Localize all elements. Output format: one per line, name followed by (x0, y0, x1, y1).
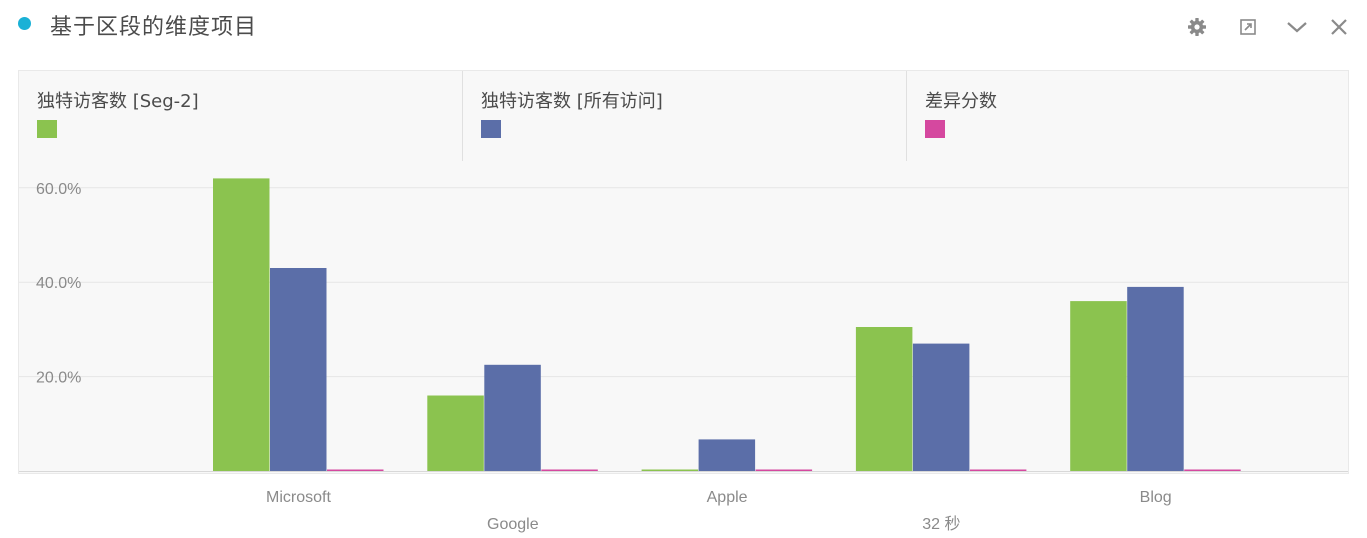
legend-divider (462, 71, 463, 161)
y-tick-label: 60.0% (36, 181, 81, 198)
bar[interactable] (213, 178, 270, 471)
panel-title: 基于区段的维度项目 (50, 15, 258, 40)
legend-swatch (37, 120, 57, 138)
bar[interactable] (969, 469, 1027, 472)
bar[interactable] (484, 364, 541, 471)
chart-legend: 独特访客数 [Seg-2] 独特访客数 [所有访问] 差异分数 (19, 71, 1348, 161)
legend-swatch (481, 120, 501, 138)
legend-swatch (925, 120, 945, 138)
bar[interactable] (1127, 286, 1184, 471)
x-tick-label: Apple (707, 489, 748, 506)
resize-icon[interactable] (1235, 14, 1261, 40)
panel-header: 基于区段的维度项目 (0, 0, 1367, 56)
legend-item-difference[interactable]: 差异分数 (907, 71, 1350, 161)
x-tick-label: 32 秒 (922, 515, 960, 533)
x-tick-label: Blog (1140, 489, 1172, 506)
legend-divider (906, 71, 907, 161)
bar[interactable] (1184, 469, 1241, 472)
legend-label: 独特访客数 [所有访问] (481, 91, 663, 112)
chevron-down-icon[interactable] (1284, 14, 1310, 40)
bar[interactable] (912, 343, 970, 471)
bar[interactable] (1070, 301, 1127, 471)
bar[interactable] (855, 327, 913, 471)
legend-item-seg2[interactable]: 独特访客数 [Seg-2] (19, 71, 462, 161)
close-icon[interactable] (1326, 14, 1352, 40)
bar[interactable] (327, 469, 384, 472)
y-tick-label: 40.0% (36, 275, 81, 292)
bar[interactable] (427, 395, 484, 472)
gear-icon[interactable] (1184, 14, 1210, 40)
bar[interactable] (755, 469, 813, 472)
legend-label: 差异分数 (925, 91, 997, 112)
status-dot (18, 17, 31, 30)
bar[interactable] (641, 469, 699, 472)
bar[interactable] (270, 268, 327, 471)
bar[interactable] (698, 439, 756, 471)
legend-label: 独特访客数 [Seg-2] (37, 91, 199, 112)
x-tick-label: Microsoft (266, 489, 331, 506)
x-tick-label: Google (487, 516, 539, 533)
legend-item-all-visits[interactable]: 独特访客数 [所有访问] (463, 71, 906, 161)
y-tick-label: 20.0% (36, 370, 81, 387)
bar[interactable] (541, 469, 598, 472)
